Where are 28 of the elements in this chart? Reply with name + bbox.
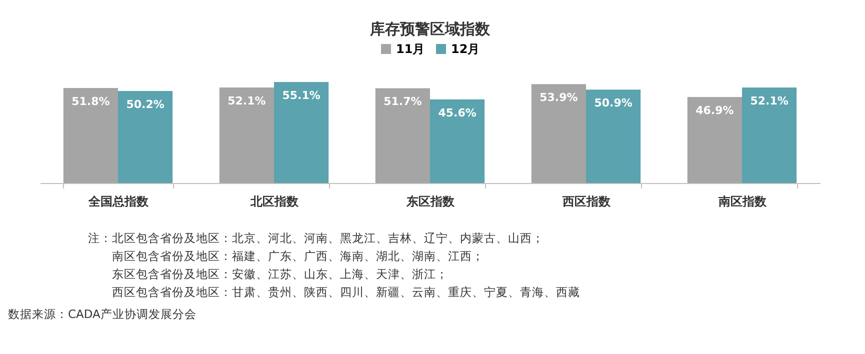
data-label: 53.9% xyxy=(540,91,578,104)
data-label: 50.9% xyxy=(594,96,632,110)
chart-title: 库存预警区域指数 xyxy=(369,20,491,38)
legend-label: 11月 xyxy=(396,42,425,56)
bar xyxy=(742,87,797,183)
bar xyxy=(375,88,430,183)
bar xyxy=(531,84,586,183)
bar xyxy=(219,87,274,183)
bar xyxy=(586,90,641,183)
data-label: 55.1% xyxy=(282,88,320,102)
text: 注：北区包含省份及地区：北京、河北、河南、黑龙江、吉林、辽宁、内蒙古、山西； xyxy=(87,230,545,247)
source-note: 数据来源：CADA产业协调发展分会 xyxy=(7,306,198,323)
data-label: 51.7% xyxy=(384,95,422,108)
data-label: 51.8% xyxy=(72,95,110,108)
data-label: 52.1% xyxy=(750,94,788,108)
text: 南区包含省份及地区：福建、广东、广西、海南、湖北、湖南、江西； xyxy=(111,248,485,265)
bar xyxy=(430,99,485,183)
data-label: 50.2% xyxy=(126,98,164,111)
legend-label: 12月 xyxy=(451,42,480,56)
bar xyxy=(274,82,329,183)
data-label: 52.1% xyxy=(228,94,266,108)
bar xyxy=(63,88,118,183)
data-label: 46.9% xyxy=(696,104,734,118)
bar xyxy=(687,97,742,183)
text: 西区包含省份及地区：甘肃、贵州、陕西、四川、新疆、云南、重庆、宁夏、青海、西藏 xyxy=(111,284,581,301)
text: 东区包含省份及地区：安徽、江苏、山东、上海、天津、浙江； xyxy=(111,266,449,283)
data-label: 45.6% xyxy=(438,106,476,120)
bar xyxy=(118,90,173,183)
